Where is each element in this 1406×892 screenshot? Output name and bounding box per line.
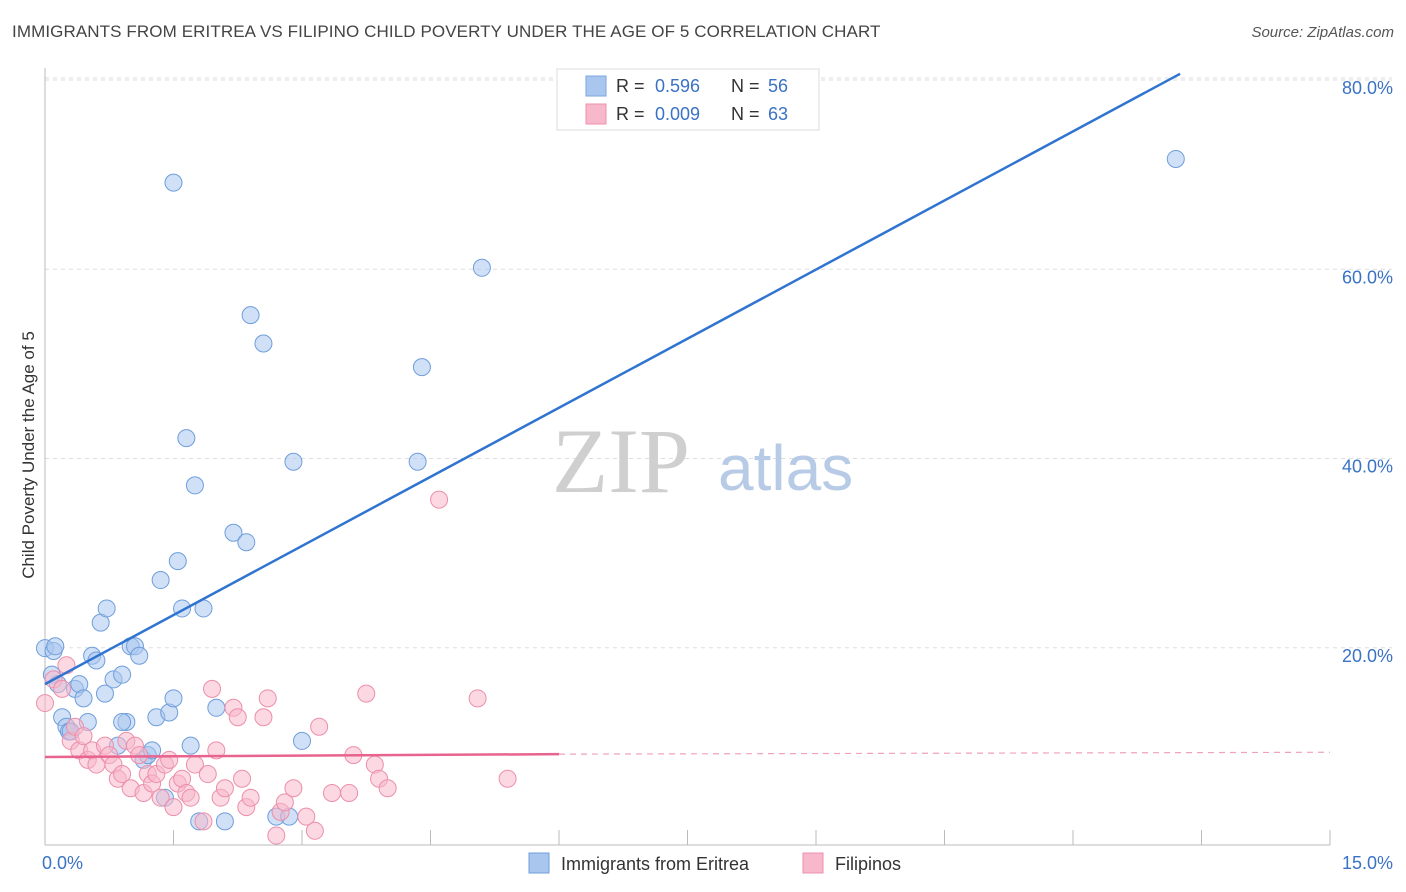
- point-filipinos: [113, 765, 132, 784]
- point-filipinos: [310, 717, 329, 736]
- legend-r-label: R =: [616, 104, 645, 124]
- point-eritrea: [164, 173, 183, 192]
- legend-n-value: 63: [768, 104, 788, 124]
- point-filipinos: [468, 689, 487, 708]
- point-eritrea: [412, 358, 431, 377]
- point-eritrea: [207, 698, 226, 717]
- point-eritrea: [113, 712, 132, 731]
- point-filipinos: [340, 783, 359, 802]
- point-filipinos: [164, 798, 183, 817]
- trend-lines: [44, 72, 1331, 759]
- point-filipinos: [498, 769, 517, 788]
- point-filipinos: [151, 788, 170, 807]
- point-filipinos: [36, 694, 54, 713]
- point-eritrea: [472, 258, 491, 277]
- legend-bottom-swatch: [528, 852, 550, 874]
- point-eritrea: [164, 689, 183, 708]
- point-filipinos: [57, 656, 76, 675]
- point-eritrea: [177, 429, 196, 448]
- legend-swatch: [585, 103, 607, 125]
- point-filipinos: [258, 689, 277, 708]
- point-filipinos: [215, 779, 234, 798]
- watermark-atlas: atlas: [718, 432, 853, 504]
- point-eritrea: [241, 306, 260, 325]
- point-filipinos: [198, 765, 217, 784]
- point-filipinos: [275, 793, 294, 812]
- point-eritrea: [97, 599, 116, 618]
- point-eritrea: [215, 812, 234, 831]
- point-eritrea: [74, 689, 93, 708]
- legend-r-value: 0.596: [655, 76, 700, 96]
- y-axis-label: Child Poverty Under the Age of 5: [19, 331, 38, 579]
- legend-bottom: Immigrants from Eritrea Filipinos: [528, 852, 901, 874]
- legend-stats-box: R = 0.596 N = 56 R = 0.009 N = 63: [556, 68, 820, 131]
- legend-swatch: [585, 75, 607, 97]
- y-tick-label: 40.0%: [1342, 457, 1393, 477]
- point-eritrea: [293, 731, 311, 750]
- axes: [44, 68, 1331, 846]
- point-filipinos: [430, 490, 449, 509]
- x-tick-label: 0.0%: [42, 853, 83, 873]
- point-filipinos: [305, 821, 324, 840]
- point-eritrea: [130, 646, 149, 665]
- trend-line-eritrea: [44, 72, 1181, 686]
- point-eritrea: [46, 637, 65, 656]
- legend-r-value: 0.009: [655, 104, 700, 124]
- y-tick-labels: 20.0% 40.0% 60.0% 80.0%: [1342, 78, 1393, 666]
- watermark-zip: ZIP: [552, 410, 690, 512]
- point-eritrea: [408, 452, 427, 471]
- point-eritrea: [113, 665, 132, 684]
- point-eritrea: [224, 523, 243, 542]
- point-filipinos: [228, 708, 247, 727]
- legend-n-value: 56: [768, 76, 788, 96]
- x-tick-label: 15.0%: [1342, 853, 1393, 873]
- point-filipinos: [233, 769, 252, 788]
- legend-item-filipinos: Filipinos: [835, 854, 901, 874]
- point-eritrea: [168, 552, 187, 571]
- point-eritrea: [1166, 149, 1185, 168]
- point-eritrea: [181, 736, 200, 755]
- legend-item-eritrea: Immigrants from Eritrea: [561, 854, 750, 874]
- y-tick-label: 80.0%: [1342, 78, 1393, 98]
- point-eritrea: [237, 533, 256, 552]
- point-filipinos: [297, 807, 316, 826]
- legend-n-label: N =: [731, 104, 760, 124]
- point-eritrea: [95, 684, 114, 703]
- legend-n-label: N =: [731, 76, 760, 96]
- legend-r-label: R =: [616, 76, 645, 96]
- grid-lines: [45, 77, 1392, 649]
- trend-line-filipinos: [44, 752, 560, 759]
- point-filipinos: [160, 750, 179, 769]
- point-filipinos: [207, 741, 226, 760]
- point-filipinos: [194, 812, 213, 831]
- point-filipinos: [254, 708, 273, 727]
- legend-bottom-swatch: [802, 852, 824, 874]
- point-filipinos: [241, 788, 260, 807]
- point-filipinos: [181, 788, 200, 807]
- trend-line-filipinos-dashed: [558, 751, 1331, 755]
- point-filipinos: [322, 783, 341, 802]
- y-tick-label: 20.0%: [1342, 646, 1393, 666]
- point-filipinos: [203, 679, 222, 698]
- point-eritrea: [151, 571, 170, 590]
- point-filipinos: [53, 679, 72, 698]
- point-filipinos: [267, 826, 286, 845]
- data-points: [36, 149, 1185, 845]
- point-filipinos: [74, 727, 93, 746]
- point-eritrea: [254, 334, 273, 353]
- y-tick-label: 60.0%: [1342, 267, 1393, 287]
- chart-title: IMMIGRANTS FROM ERITREA VS FILIPINO CHIL…: [12, 22, 881, 41]
- watermark: ZIP atlas: [552, 410, 853, 512]
- point-eritrea: [185, 476, 204, 495]
- x-tick-labels: 0.0% 15.0%: [42, 853, 1393, 873]
- chart-source: Source: ZipAtlas.com: [1251, 24, 1394, 41]
- point-eritrea: [284, 452, 303, 471]
- point-filipinos: [130, 746, 149, 765]
- point-filipinos: [378, 779, 397, 798]
- point-filipinos: [284, 779, 303, 798]
- point-filipinos: [357, 684, 376, 703]
